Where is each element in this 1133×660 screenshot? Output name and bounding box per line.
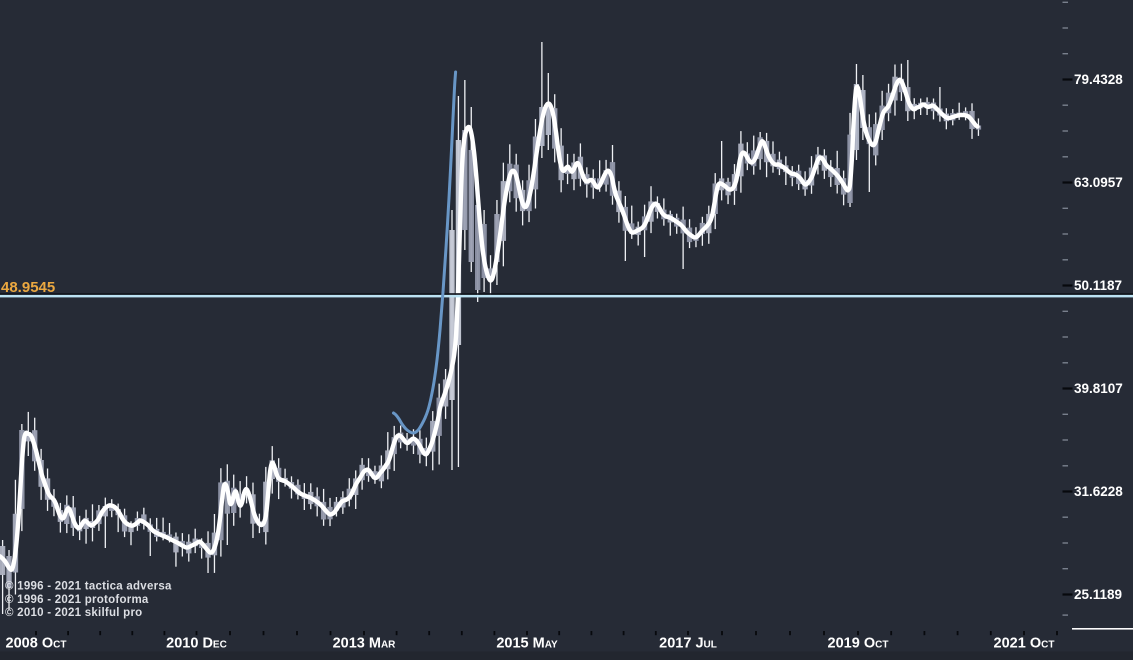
svg-text:2013 Mar: 2013 Mar	[333, 636, 397, 652]
svg-text:63.0957: 63.0957	[1074, 175, 1123, 190]
svg-text:79.4328: 79.4328	[1074, 72, 1123, 87]
svg-text:31.6228: 31.6228	[1074, 484, 1123, 499]
svg-text:48.9545: 48.9545	[1, 279, 55, 296]
svg-text:2017 Jul: 2017 Jul	[659, 636, 717, 652]
svg-text:2008 Oct: 2008 Oct	[6, 636, 67, 652]
svg-text:2019 Oct: 2019 Oct	[828, 636, 889, 652]
svg-text:© 1996 - 2021 tactica adversa: © 1996 - 2021 tactica adversa	[5, 581, 172, 593]
svg-text:2021 Oct: 2021 Oct	[994, 636, 1055, 652]
svg-text:© 1996 - 2021 protoforma: © 1996 - 2021 protoforma	[5, 594, 149, 606]
svg-text:© 2010 - 2021 skilful pro: © 2010 - 2021 skilful pro	[5, 607, 142, 619]
svg-text:25.1189: 25.1189	[1074, 587, 1122, 602]
svg-text:2015 May: 2015 May	[496, 636, 558, 652]
svg-text:2010 Dec: 2010 Dec	[166, 636, 227, 652]
svg-text:50.1187: 50.1187	[1074, 278, 1122, 293]
svg-text:39.8107: 39.8107	[1074, 381, 1123, 396]
